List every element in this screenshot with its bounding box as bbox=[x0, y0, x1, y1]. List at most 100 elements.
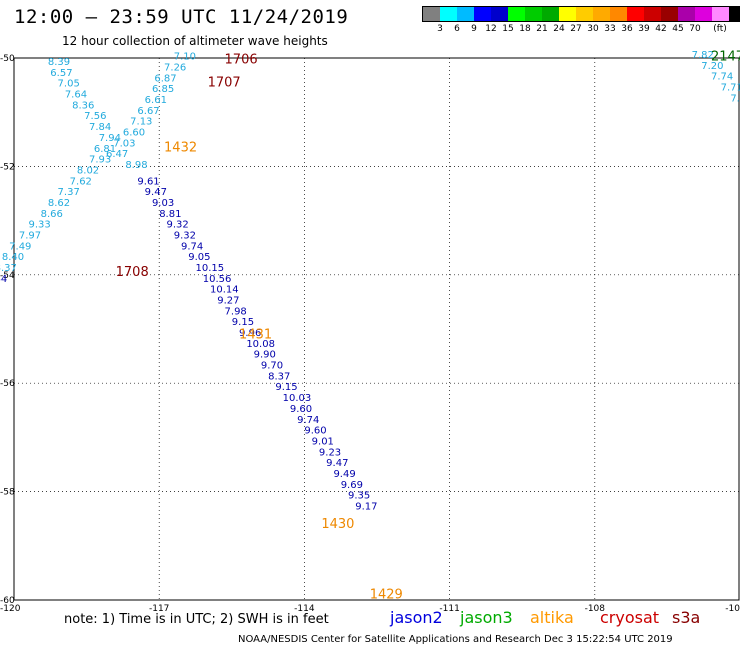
color-swatch bbox=[542, 7, 559, 21]
wave-height-value: 6.81 bbox=[94, 144, 116, 155]
wave-height-value: 7.62 bbox=[70, 176, 92, 187]
wave-height-value: 7.82 bbox=[692, 50, 714, 61]
color-scale-tick: 70 bbox=[689, 24, 701, 34]
wave-height-value: 7.94 bbox=[99, 133, 121, 144]
wave-height-value: 8.37 bbox=[268, 371, 290, 382]
color-scale-tick: 9 bbox=[471, 24, 477, 34]
wave-height-value: 9.47 bbox=[326, 458, 348, 469]
wave-height-value: 7.13 bbox=[130, 117, 152, 128]
wave-height-value: 9.47 bbox=[145, 187, 167, 198]
axis-labels: -120 -117 -114 -111 -108 -10 -50 -52 -54 -56 -58 -6… bbox=[0, 54, 740, 614]
wave-height-value: 7.71 bbox=[721, 83, 740, 94]
color-swatch bbox=[508, 7, 525, 21]
lat-label: -60 bbox=[0, 596, 15, 606]
lat-label: -52 bbox=[0, 162, 15, 172]
color-swatch bbox=[593, 7, 610, 21]
color-scale-tick: 3 bbox=[437, 24, 443, 34]
map-title: 12:00 — 23:59 UTC 11/24/2019 bbox=[14, 6, 349, 28]
wave-height-value: 8.81 bbox=[159, 209, 181, 220]
wave-height-value: 8.62 bbox=[48, 198, 70, 209]
wave-height-value: 9.70 bbox=[261, 361, 283, 372]
color-swatch bbox=[678, 7, 695, 21]
wave-height-value: 7.84 bbox=[89, 122, 111, 133]
pass-number-label: 2147 bbox=[711, 49, 740, 64]
color-scale-tick: 36 bbox=[621, 24, 633, 34]
credit-line: NOAA/NESDIS Center for Satellite Applica… bbox=[238, 634, 673, 645]
wave-height-value: 9.96 bbox=[239, 328, 261, 339]
wave-height-value: 6.57 bbox=[50, 68, 72, 79]
wave-height-value: 9.33 bbox=[29, 220, 51, 231]
color-scale-tick: 33 bbox=[604, 24, 616, 34]
color-scale-tick: 15 bbox=[502, 24, 514, 34]
map-frame bbox=[13, 57, 740, 601]
wave-height-value: 7.94 bbox=[730, 93, 740, 104]
lon-label: -114 bbox=[294, 604, 315, 614]
wave-height-value: 7.49 bbox=[9, 241, 31, 252]
satellite-name-jason3: jason3 bbox=[460, 608, 513, 627]
wave-height-value: 7.37 bbox=[58, 187, 80, 198]
wave-height-value: 8.36 bbox=[72, 100, 94, 111]
map-subtitle: 12 hour collection of altimeter wave hei… bbox=[62, 34, 328, 48]
wave-height-value: 7.26 bbox=[164, 62, 186, 73]
wave-height-value: 7.05 bbox=[58, 79, 80, 90]
color-scale-tick: 27 bbox=[570, 24, 582, 34]
wave-height-value: 10.03 bbox=[283, 393, 312, 404]
color-swatch bbox=[525, 7, 542, 21]
wave-height-value: 7.03 bbox=[113, 138, 135, 149]
wave-height-value: 9.17 bbox=[355, 501, 377, 512]
pass-number-label: 1429 bbox=[370, 588, 403, 603]
pass-number-label: 1430 bbox=[321, 517, 354, 532]
color-scale-tick: 39 bbox=[638, 24, 650, 34]
color-swatch bbox=[474, 7, 491, 21]
color-swatch bbox=[695, 7, 712, 21]
altimeter-tracks: 7.107.266.876.856.616.677.136.607.036.47… bbox=[0, 50, 740, 512]
wave-height-value: 9.03 bbox=[152, 198, 174, 209]
wave-height-value: 7.56 bbox=[84, 111, 106, 122]
lon-label: -117 bbox=[149, 604, 169, 614]
wave-height-value: 10.14 bbox=[210, 285, 239, 296]
lat-label: -50 bbox=[0, 54, 15, 64]
wave-height-value: 9.60 bbox=[304, 426, 326, 437]
color-scale-tick: 30 bbox=[587, 24, 599, 34]
wave-height-value: 7.93 bbox=[89, 155, 111, 166]
wave-height-value: 6.47 bbox=[106, 149, 128, 160]
color-swatch bbox=[457, 7, 474, 21]
wave-height-value: 7.20 bbox=[701, 61, 723, 72]
wave-height-value: 9.32 bbox=[166, 220, 188, 231]
color-swatch bbox=[644, 7, 661, 21]
wave-height-value: 8.66 bbox=[41, 209, 63, 220]
wave-height-value: 9.32 bbox=[174, 230, 196, 241]
wave-height-value: 6.67 bbox=[137, 106, 159, 117]
color-scale-tick: 45 bbox=[672, 24, 684, 34]
satellite-name-altika: altika bbox=[530, 608, 574, 627]
lat-label: -54 bbox=[0, 271, 15, 281]
map-grid bbox=[14, 58, 740, 600]
color-scale-tick: 12 bbox=[485, 24, 497, 34]
pass-number-label: 1706 bbox=[225, 53, 258, 68]
color-scale-tick: 24 bbox=[553, 24, 565, 34]
color-swatch bbox=[559, 7, 576, 21]
wave-height-value: 9.84 bbox=[0, 274, 7, 285]
satellite-name-s3a: s3a bbox=[672, 608, 701, 627]
color-scale-tick: 42 bbox=[655, 24, 667, 34]
wave-height-value: 8.40 bbox=[2, 252, 24, 263]
wave-height-value: 9.49 bbox=[333, 469, 355, 480]
wave-height-value: 9.90 bbox=[254, 350, 276, 361]
wave-height-value: 8.98 bbox=[125, 160, 147, 171]
wave-height-value: 9.35 bbox=[348, 491, 370, 502]
wave-height-value: 9.69 bbox=[341, 480, 363, 491]
lat-label: -58 bbox=[0, 488, 15, 498]
wave-height-value: 8.37 bbox=[0, 263, 17, 274]
pass-number-label: 1707 bbox=[208, 75, 241, 90]
wave-height-value: 6.85 bbox=[152, 84, 174, 95]
wave-height-value: 9.05 bbox=[188, 252, 210, 263]
wave-height-value: 9.01 bbox=[312, 436, 334, 447]
wave-height-value: 7.74 bbox=[711, 72, 733, 83]
color-scale-tick: 18 bbox=[519, 24, 531, 34]
color-swatch bbox=[729, 7, 740, 21]
wave-height-value: 7.98 bbox=[225, 306, 247, 317]
lon-label: -111 bbox=[439, 604, 459, 614]
wave-height-value: 9.27 bbox=[217, 296, 239, 307]
wave-height-value: 7.64 bbox=[65, 90, 87, 101]
